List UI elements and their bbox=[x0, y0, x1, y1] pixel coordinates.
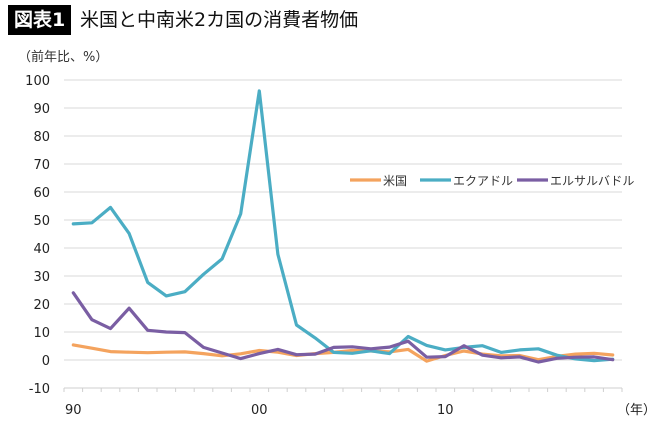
y-tick-label: 90 bbox=[33, 102, 50, 117]
legend-item-el-salvador: エルサルバドル bbox=[517, 174, 634, 188]
x-tick-label: 00 bbox=[251, 403, 268, 418]
y-tick-label: 10 bbox=[33, 326, 50, 341]
y-tick-label: 20 bbox=[33, 298, 50, 313]
x-tick-label: 90 bbox=[65, 403, 82, 418]
legend-item-ecuador: エクアドル bbox=[420, 174, 513, 188]
y-tick-label: 70 bbox=[33, 158, 50, 173]
y-tick-label: 60 bbox=[33, 186, 50, 201]
legend: 米国 エクアドル エルサルバドル bbox=[350, 174, 634, 188]
legend-item-us: 米国 bbox=[350, 174, 407, 188]
y-tick-label: 30 bbox=[33, 270, 50, 285]
series-ecuador-line bbox=[71, 89, 615, 363]
x-tick-label: 10 bbox=[437, 403, 454, 418]
y-tick-label: 80 bbox=[33, 130, 50, 145]
x-axis: 90 00 10 bbox=[63, 387, 623, 418]
legend-label: 米国 bbox=[383, 174, 407, 188]
y-axis-unit-label: （前年比、%） bbox=[18, 50, 109, 65]
gridlines bbox=[64, 79, 622, 361]
series-el-salvador-line bbox=[71, 291, 615, 364]
chart-title: 米国と中南米2カ国の消費者物価 bbox=[80, 9, 359, 31]
y-tick-label: 50 bbox=[33, 214, 50, 229]
data-series bbox=[71, 89, 615, 364]
y-tick-label: 100 bbox=[25, 74, 50, 89]
x-axis-unit-label: （年） bbox=[617, 403, 656, 418]
legend-label: エルサルバドル bbox=[550, 174, 634, 188]
y-tick-label: -10 bbox=[29, 382, 50, 397]
legend-label: エクアドル bbox=[453, 174, 513, 188]
y-tick-label: 0 bbox=[42, 354, 50, 369]
figure-number-badge: 図表1 bbox=[8, 5, 72, 35]
y-tick-label: 40 bbox=[33, 242, 50, 257]
